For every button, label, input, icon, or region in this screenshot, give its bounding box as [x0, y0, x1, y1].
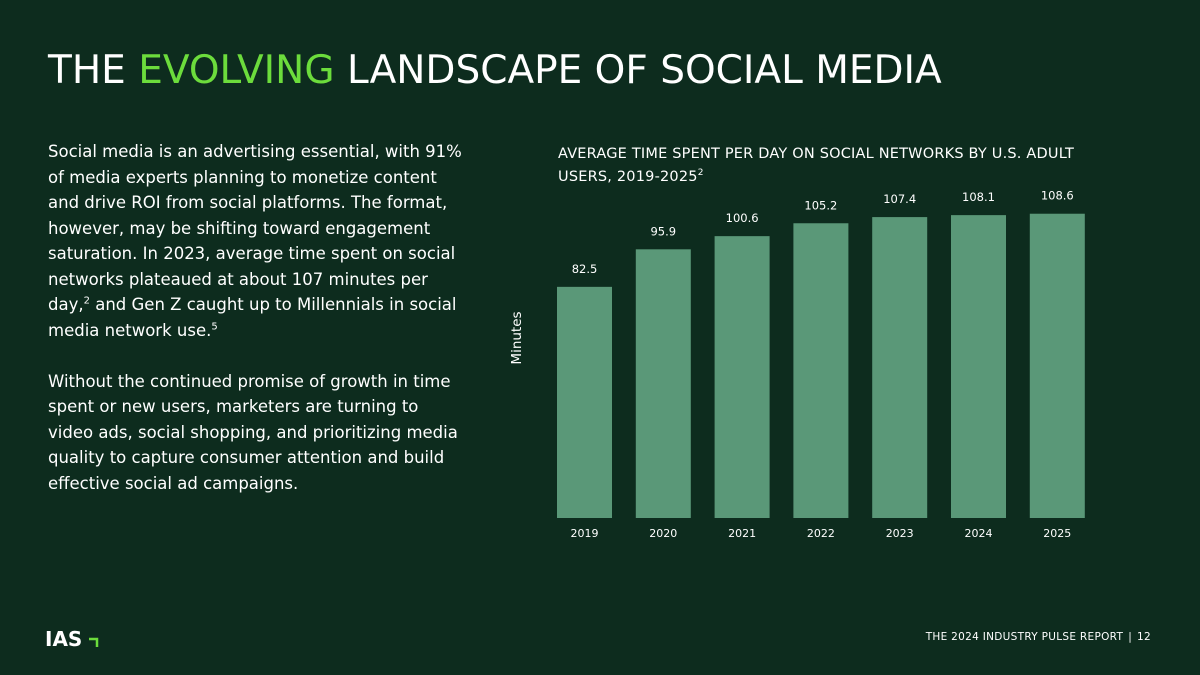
title-accent: EVOLVING: [138, 48, 335, 93]
paragraph-1-text-cont: and Gen Z caught up to Millennials in so…: [48, 295, 457, 340]
ias-logo-arrow-icon: [89, 637, 99, 647]
bar-2024: [951, 215, 1006, 518]
footnote-ref-5: 5: [211, 321, 218, 332]
chart-title: AVERAGE TIME SPENT PER DAY ON SOCIAL NET…: [558, 143, 1078, 189]
page-title: THE EVOLVING LANDSCAPE OF SOCIAL MEDIA: [48, 48, 942, 94]
value-label-2023: 107.4: [883, 192, 916, 206]
x-tick-label-2022: 2022: [807, 527, 835, 540]
title-part-1: THE: [48, 48, 139, 93]
bar-2019: [557, 286, 612, 518]
footer-report-info: THE 2024 INDUSTRY PULSE REPORT | 12: [926, 631, 1151, 643]
paragraph-2: Without the continued promise of growth …: [48, 371, 458, 493]
x-tick-label-2019: 2019: [571, 527, 599, 540]
x-tick-label-2021: 2021: [728, 527, 756, 540]
bar-2022: [793, 223, 849, 518]
value-label-2019: 82.5: [572, 262, 598, 276]
paragraph-1: Social media is an advertising essential…: [48, 139, 468, 343]
chart-title-footnote: 2: [697, 168, 704, 179]
value-label-2020: 95.9: [650, 224, 676, 238]
body-text: Social media is an advertising essential…: [48, 139, 468, 522]
value-label-2022: 105.2: [804, 198, 837, 212]
paragraph-1-text: Social media is an advertising essential…: [48, 142, 462, 314]
x-tick-label-2023: 2023: [886, 527, 914, 540]
ias-logo: IAS: [45, 627, 99, 651]
bar-2020: [635, 249, 691, 518]
bar-2021: [714, 236, 770, 518]
bar-2025: [1029, 213, 1085, 518]
ias-logo-text: IAS: [45, 627, 82, 651]
bar-chart: Minutes 82.5 2019 95.9 2020 100.6 2021 105.2 202…: [509, 190, 1085, 540]
value-label-2025: 108.6: [1041, 190, 1074, 203]
footnote-ref-2: 2: [83, 295, 90, 307]
x-tick-label-2020: 2020: [649, 527, 677, 540]
x-tick-label-2024: 2024: [965, 527, 993, 540]
title-part-2: LANDSCAPE OF SOCIAL MEDIA: [334, 48, 942, 93]
x-tick-label-2025: 2025: [1043, 527, 1071, 540]
chart-title-text: AVERAGE TIME SPENT PER DAY ON SOCIAL NET…: [558, 146, 1075, 185]
bar-2023: [872, 217, 928, 518]
footer-report-title: THE 2024 INDUSTRY PULSE REPORT: [925, 631, 1124, 643]
value-label-2024: 108.1: [962, 190, 995, 204]
value-label-2021: 100.6: [726, 211, 759, 225]
page-number: 12: [1137, 631, 1151, 643]
y-axis-label: Minutes: [509, 311, 525, 364]
footer-separator: |: [1128, 631, 1133, 643]
